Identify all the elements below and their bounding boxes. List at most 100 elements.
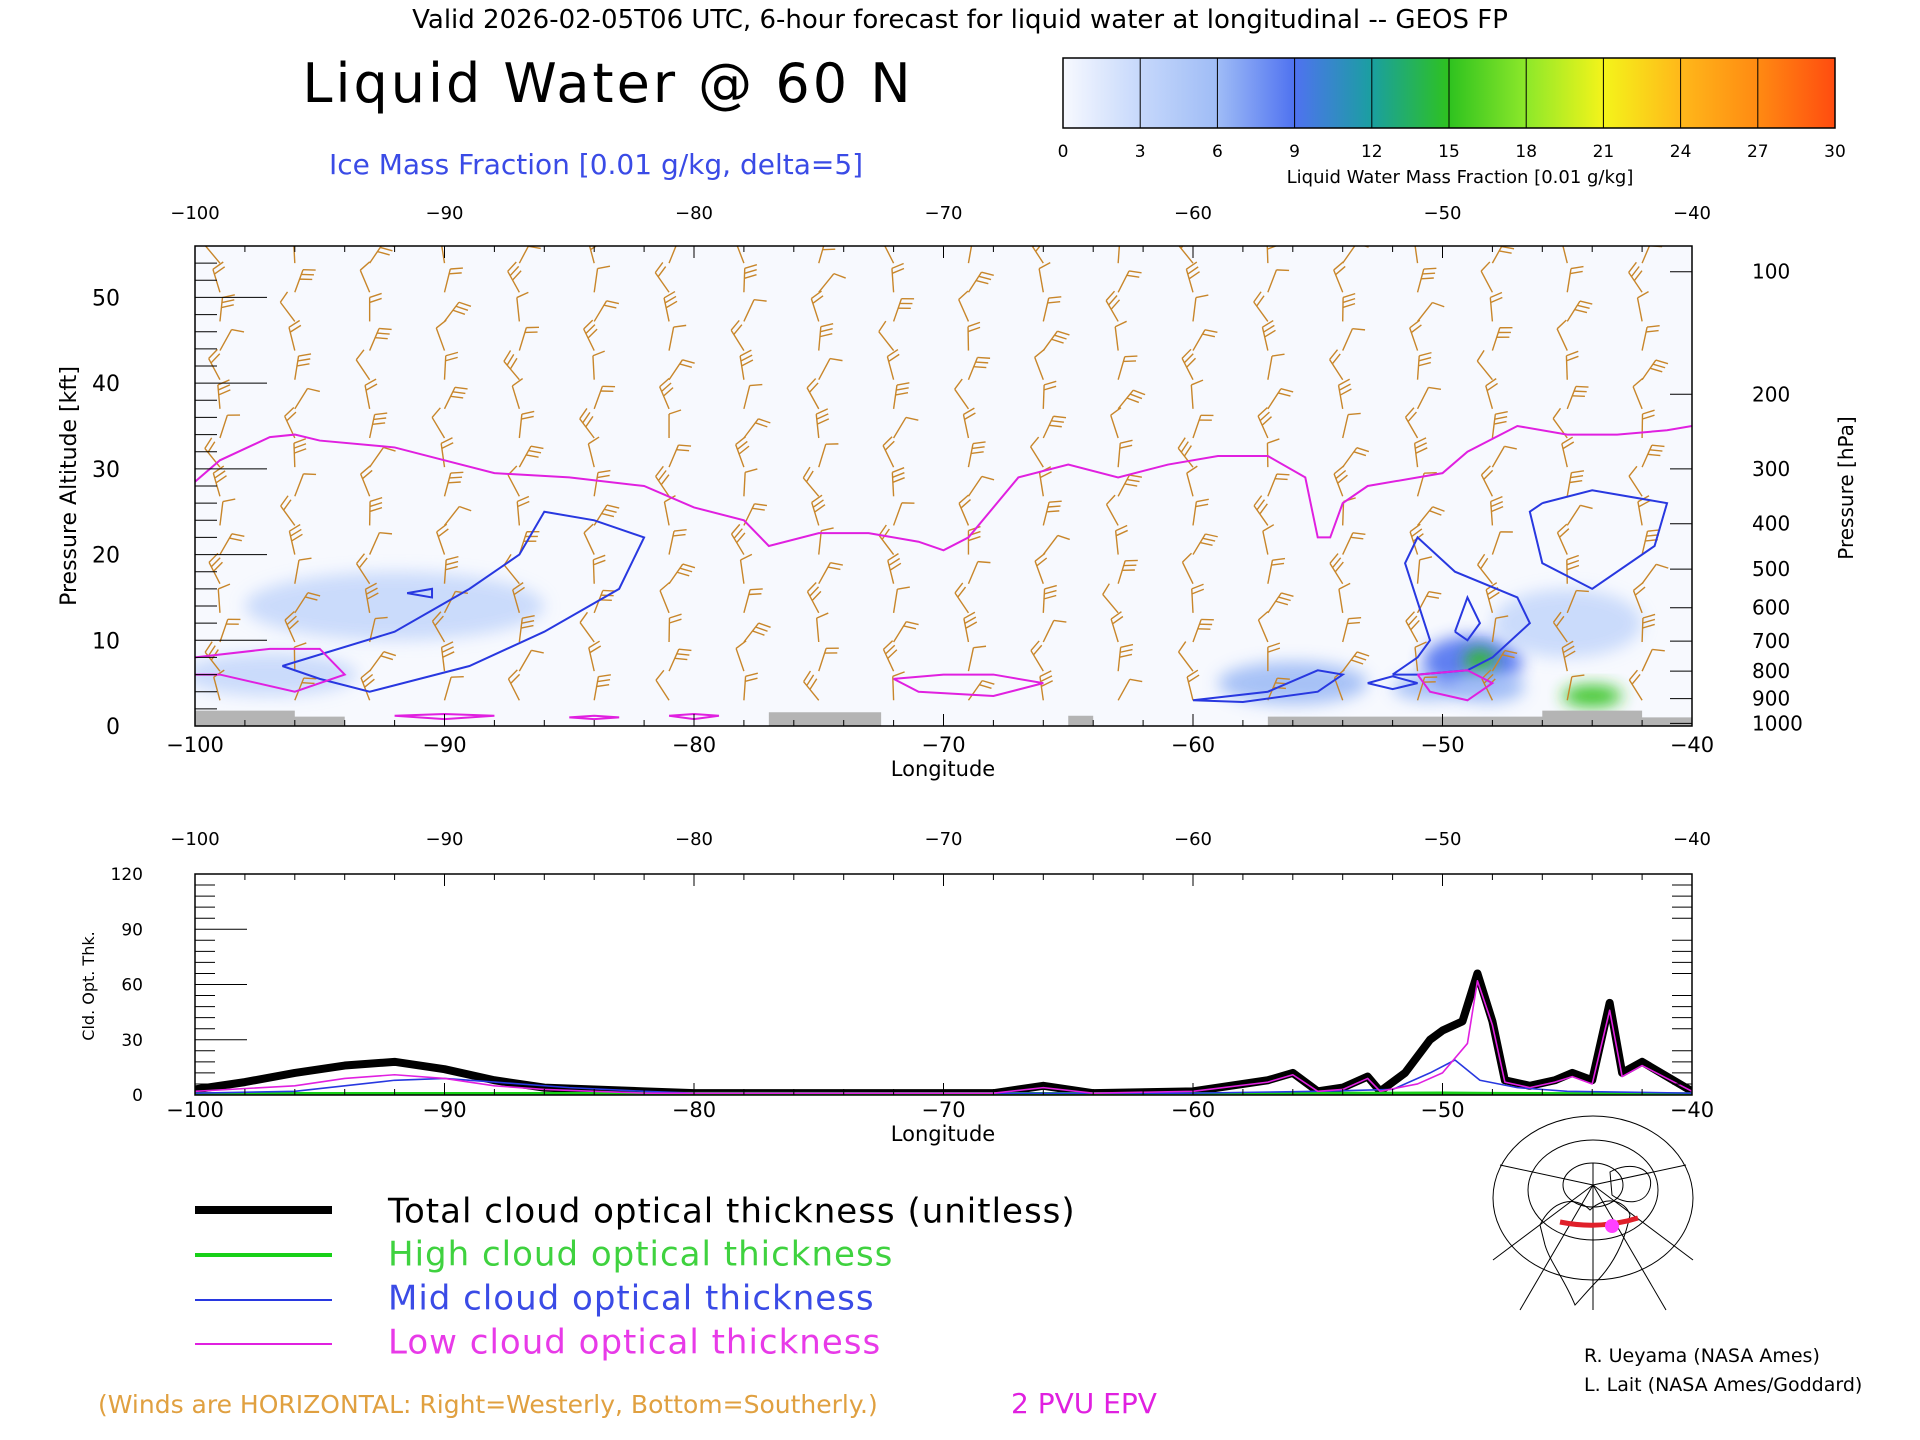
wind-barb: [1266, 246, 1280, 264]
wind-barb: [1342, 532, 1366, 555]
winds-note: (Winds are HORIZONTAL: Right=Westerly, B…: [98, 1390, 878, 1419]
wind-barb: [954, 378, 970, 410]
wind-barb: [443, 471, 464, 497]
wind-barb: [655, 669, 670, 701]
terrain-fill: [195, 710, 1692, 726]
bottom-x-tick-label: −60: [1171, 1098, 1215, 1122]
wind-barb: [1105, 494, 1119, 526]
pressure-tick-label: 200: [1752, 382, 1790, 406]
legend-label-total: Total cloud optical thickness (unitless): [387, 1192, 1076, 1232]
wind-barb: [431, 611, 446, 643]
bottom-upper-tick-label: −70: [925, 829, 963, 850]
wind-barb: [1192, 498, 1209, 526]
wind-barb: [886, 348, 900, 380]
wind-barb: [1552, 611, 1568, 643]
wind-barb: [1491, 246, 1515, 264]
colorbar: 0 3 6 9 12 15 18 21 24 27 30: [1058, 57, 1846, 162]
wind-barb: [1267, 642, 1281, 672]
liquid-water-blob: [1562, 684, 1623, 708]
wind-barb: [1566, 674, 1585, 701]
wind-barb: [893, 620, 919, 643]
wind-barb: [294, 269, 316, 293]
wind-barb: [1476, 350, 1493, 381]
ice-contour: [1528, 489, 1669, 591]
wind-barb: [1117, 559, 1138, 584]
wind-barb: [815, 408, 830, 439]
wind-barb: [1342, 412, 1361, 439]
wind-barb: [1267, 557, 1286, 584]
wind-barb: [583, 319, 598, 351]
wind-barb: [592, 554, 606, 584]
wind-barb: [284, 611, 299, 643]
bottom-x-tick-label: −100: [166, 1098, 224, 1122]
wind-barb: [1491, 649, 1518, 672]
wind-barb: [967, 560, 991, 584]
wind-barb: [810, 290, 824, 322]
wind-barb: [583, 523, 595, 555]
wind-barb: [369, 651, 397, 672]
wind-barb: [587, 436, 600, 468]
wind-barb: [294, 473, 317, 497]
wind-barb: [1177, 641, 1194, 672]
wind-barb: [217, 583, 231, 613]
contour-label: Ice Mass Fraction [0.01 g/kg, delta=5]: [329, 148, 863, 181]
wind-barb: [1338, 582, 1351, 613]
colorbar-tick-label: 6: [1212, 142, 1223, 162]
wind-barb: [360, 465, 373, 497]
wind-barb: [735, 640, 747, 672]
wind-barb: [593, 469, 611, 497]
wind-barb: [1416, 267, 1437, 293]
wind-barb: [518, 326, 540, 351]
bottom-upper-tick-label: −80: [675, 829, 713, 850]
bottom-plot-frame: [194, 873, 1693, 1096]
wind-barb: [507, 669, 521, 701]
wind-barb: [743, 264, 758, 293]
wind-barb: [1416, 351, 1432, 380]
wind-barb: [219, 533, 245, 555]
wind-barb: [818, 562, 843, 585]
wind-barb: [355, 553, 371, 585]
top-title: Valid 2026-02-05T06 UTC, 6-hour forecast…: [412, 5, 1508, 35]
wind-barb: [368, 412, 388, 439]
wind-barb: [440, 437, 454, 468]
wind-barb: [360, 669, 375, 701]
wind-barb: [803, 670, 820, 701]
wind-barb: [962, 407, 976, 439]
wind-barb: [1257, 611, 1269, 643]
wind-barb: [368, 496, 383, 526]
wind-barb: [1566, 385, 1589, 410]
colorbar-tick-label: 3: [1135, 142, 1146, 162]
wind-barb: [668, 444, 692, 468]
top-y-tick-label: 50: [92, 286, 120, 311]
bottom-y-tick-label: 0: [132, 1086, 143, 1106]
bottom-x-tick-label: −80: [672, 1098, 716, 1122]
bottom-upper-tick-label: −100: [170, 829, 219, 850]
wind-barb: [1480, 465, 1494, 497]
wind-barb: [1192, 414, 1214, 439]
ice-contour: [406, 587, 434, 599]
wind-barb: [882, 640, 898, 672]
pv-contour: [394, 712, 495, 721]
wind-barb: [818, 323, 834, 351]
wind-barb: [1342, 617, 1362, 643]
tropopause-line: [195, 424, 1692, 552]
top-right-axis-label: Pressure [hPa]: [1834, 416, 1858, 559]
wind-barb: [818, 246, 836, 264]
wind-barb: [967, 246, 974, 264]
bottom-x-tick-label: −50: [1420, 1098, 1464, 1122]
wind-barb: [1253, 495, 1269, 526]
wind-barb: [1042, 296, 1062, 322]
wind-barb: [806, 378, 820, 410]
wind-barb: [967, 321, 981, 351]
ice-contour: [1454, 594, 1482, 642]
wind-barb: [1409, 319, 1422, 351]
top-x-tick-label: −90: [422, 733, 466, 757]
wind-barb: [1267, 269, 1290, 293]
credit-2: L. Lait (NASA Ames/Goddard): [1584, 1374, 1862, 1396]
top-upper-tick-label: −40: [1673, 203, 1711, 224]
wind-barb: [1042, 380, 1057, 409]
wind-barb: [1566, 504, 1593, 526]
wind-barb: [743, 468, 758, 497]
wind-barb: [1267, 473, 1290, 497]
wind-barb: [1186, 669, 1200, 701]
